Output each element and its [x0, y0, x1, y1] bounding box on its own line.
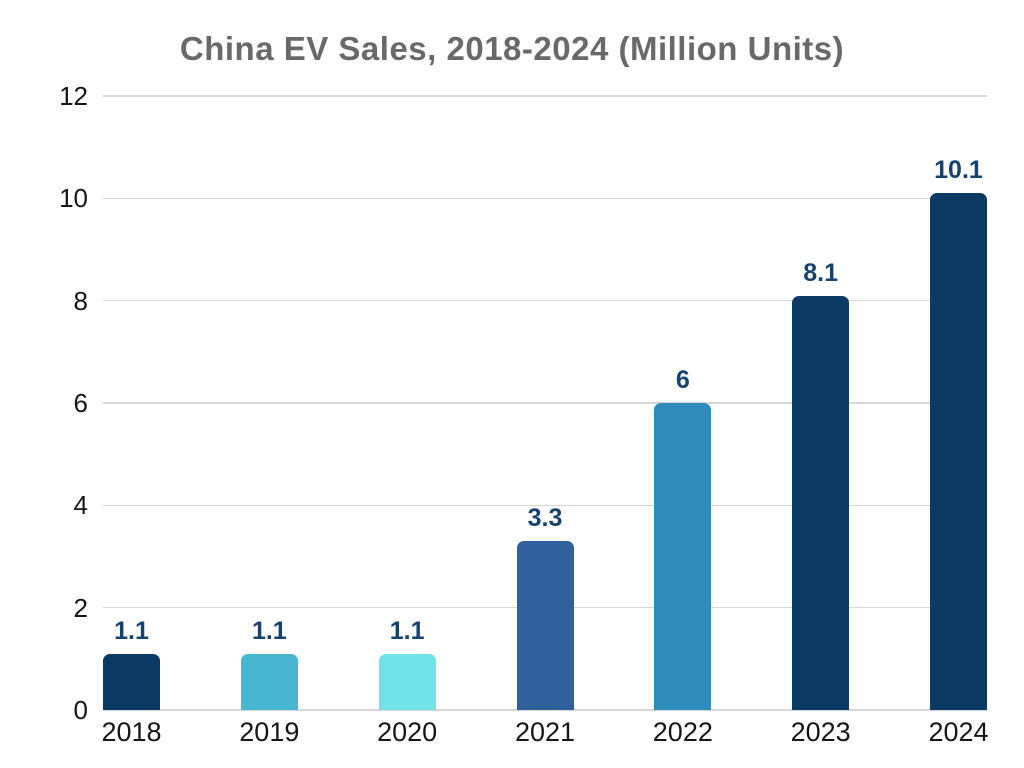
x-axis-tick-label: 2023 [790, 717, 851, 747]
gridline-y-4 [103, 504, 987, 507]
y-axis-tick-label: 10 [59, 183, 88, 214]
y-axis-tick-label: 12 [59, 81, 88, 111]
bar-2020 [378, 653, 436, 710]
plot-area: 1.1 1.1 1.1 3.3 6 8.1 10.1 [103, 95, 987, 711]
chart-title: China EV Sales, 2018-2024 (Million Units… [179, 30, 845, 67]
y-axis-tick-label: 4 [73, 490, 88, 521]
bar-2022 [654, 403, 712, 710]
bar-value-label: 8.1 [803, 258, 839, 287]
bar-2021 [516, 541, 574, 710]
bar-value-label: 1.1 [389, 616, 425, 645]
bar-value-label: 3.3 [527, 504, 563, 533]
bar-value-label: 6 [675, 366, 690, 394]
y-axis-tick-label: 0 [73, 695, 88, 725]
gridline-y-0 [103, 709, 987, 711]
bar-2018 [103, 653, 160, 710]
bar-value-label: 1.1 [251, 616, 287, 645]
gridline-y-6 [103, 402, 987, 404]
bar-2019 [240, 653, 298, 710]
gridline-y-8 [103, 299, 987, 302]
x-axis-tick-label: 2020 [377, 717, 438, 747]
x-axis-tick-label: 2018 [101, 717, 162, 747]
x-axis-tick-label: 2019 [239, 717, 300, 747]
bar-value-label: 10.1 [934, 156, 983, 185]
y-axis-tick-label: 2 [73, 592, 88, 623]
y-axis-tick-label: 6 [73, 388, 88, 418]
bar-2024 [930, 193, 987, 710]
gridline-y-10 [103, 197, 987, 200]
x-axis-tick-label: 2022 [652, 717, 713, 747]
bar-value-label: 1.1 [114, 616, 149, 645]
gridline-y-12 [103, 95, 987, 97]
bar-2023 [792, 295, 850, 710]
y-axis-tick-label: 8 [73, 285, 88, 316]
x-axis-tick-label: 2021 [514, 717, 576, 747]
x-axis-tick-label: 2024 [928, 717, 989, 747]
